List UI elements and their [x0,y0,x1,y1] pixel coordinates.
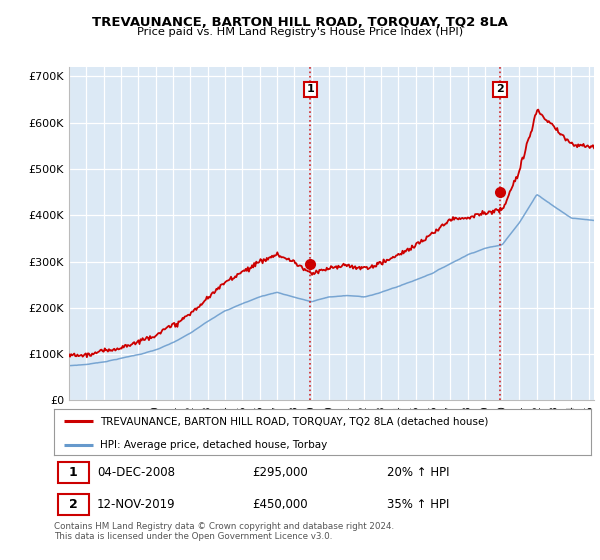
Text: £450,000: £450,000 [253,498,308,511]
Text: 04-DEC-2008: 04-DEC-2008 [97,466,175,479]
Text: 2: 2 [69,498,78,511]
Text: 35% ↑ HPI: 35% ↑ HPI [387,498,449,511]
Text: 2: 2 [496,85,504,95]
Text: £295,000: £295,000 [253,466,308,479]
FancyBboxPatch shape [58,462,89,483]
Text: 1: 1 [69,466,78,479]
Text: Contains HM Land Registry data © Crown copyright and database right 2024.
This d: Contains HM Land Registry data © Crown c… [54,522,394,542]
FancyBboxPatch shape [58,494,89,515]
Text: TREVAUNANCE, BARTON HILL ROAD, TORQUAY, TQ2 8LA: TREVAUNANCE, BARTON HILL ROAD, TORQUAY, … [92,16,508,29]
Text: TREVAUNANCE, BARTON HILL ROAD, TORQUAY, TQ2 8LA (detached house): TREVAUNANCE, BARTON HILL ROAD, TORQUAY, … [100,416,488,426]
Text: Price paid vs. HM Land Registry's House Price Index (HPI): Price paid vs. HM Land Registry's House … [137,27,463,37]
Text: HPI: Average price, detached house, Torbay: HPI: Average price, detached house, Torb… [100,440,327,450]
Text: 12-NOV-2019: 12-NOV-2019 [97,498,176,511]
Text: 1: 1 [307,85,314,95]
Text: 20% ↑ HPI: 20% ↑ HPI [387,466,449,479]
